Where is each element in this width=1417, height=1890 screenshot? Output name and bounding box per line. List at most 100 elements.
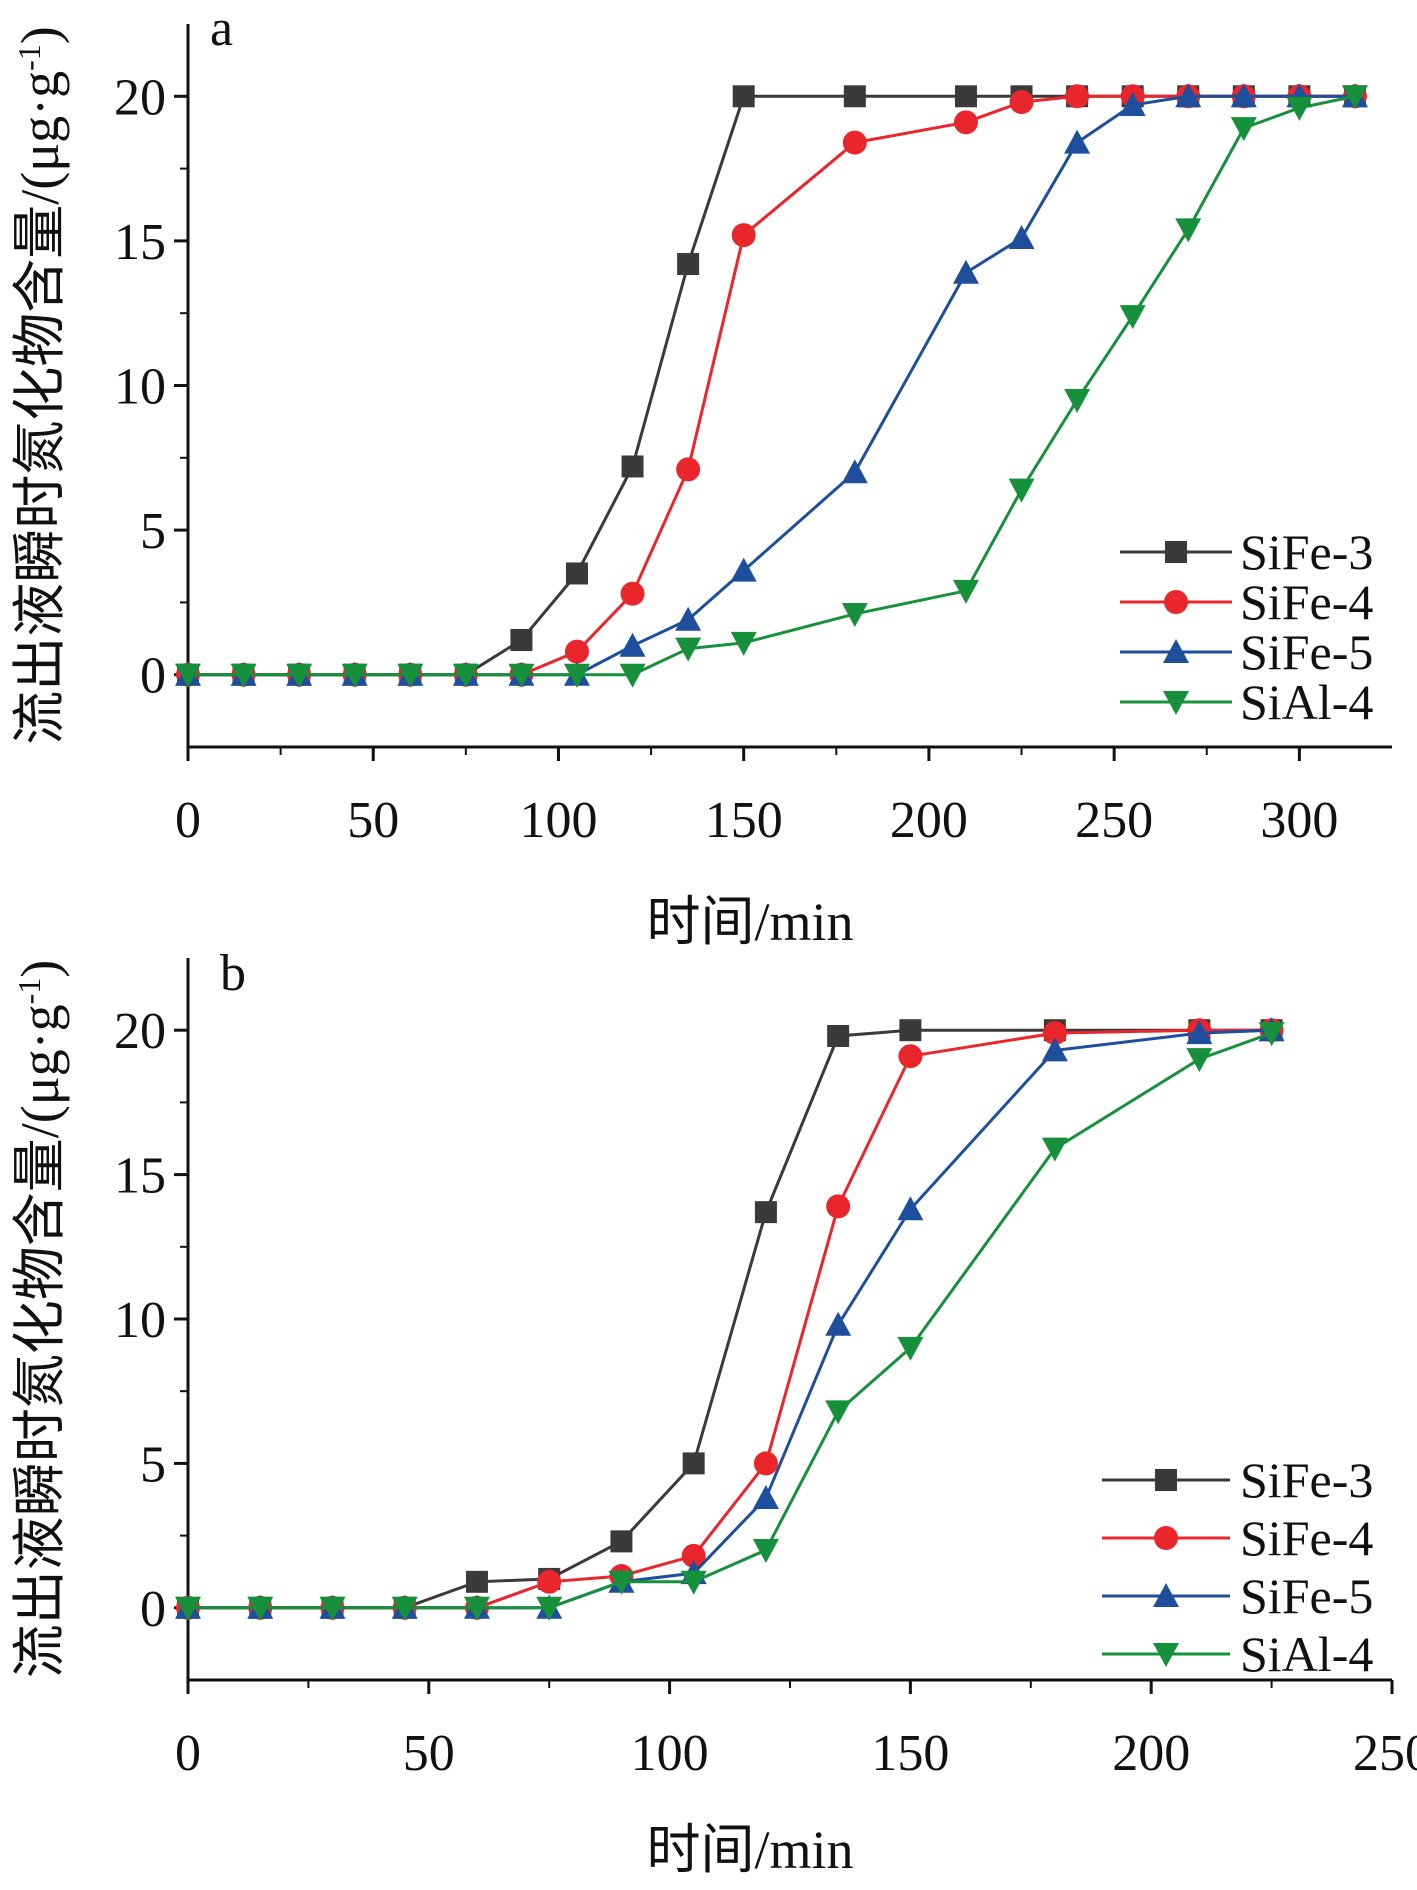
data-point-sial-4: [536, 1596, 563, 1621]
legend-label: SiAl-4: [1240, 674, 1373, 730]
x-tick-label: 150: [705, 792, 783, 849]
data-point-sife-5: [841, 459, 868, 484]
data-point-sial-4: [1341, 85, 1368, 110]
data-point-sife-3: [954, 85, 977, 108]
x-tick-label: 0: [175, 792, 201, 849]
data-point-sife-4: [842, 130, 867, 155]
data-point-sife-4: [753, 1451, 778, 1476]
data-point-sife-5: [825, 1311, 852, 1336]
y-tick-label: 20: [114, 69, 166, 126]
data-point-sial-4: [841, 602, 868, 627]
legend-label: SiFe-4: [1240, 1510, 1373, 1566]
x-axis-title: 时间/min: [646, 1820, 853, 1880]
data-point-sial-4: [1041, 1137, 1068, 1162]
data-point-sial-4: [175, 663, 201, 688]
data-point-sial-4: [319, 1596, 346, 1621]
series-line-sife-5: [188, 94, 1355, 677]
data-point-sife-4: [731, 223, 756, 248]
x-axis-title: 时间/min: [646, 892, 853, 952]
data-point-sife-4: [676, 457, 701, 482]
panel-label: b: [220, 945, 246, 1002]
y-tick-label: 15: [114, 1148, 166, 1205]
data-point-sife-3: [510, 628, 533, 651]
x-tick-label: 100: [519, 792, 597, 849]
legend-label: SiFe-5: [1240, 624, 1373, 680]
data-point-sial-4: [286, 663, 313, 688]
data-point-sife-3: [621, 455, 644, 478]
x-tick-label: 250: [1353, 1725, 1417, 1782]
data-point-sife-5: [1186, 1020, 1213, 1045]
data-point-sial-4: [341, 663, 368, 688]
series-line-sife-5: [188, 1028, 1272, 1610]
data-point-sife-5: [1008, 225, 1035, 250]
data-point-sife-5: [619, 632, 646, 657]
legend-label: SiFe-3: [1240, 524, 1373, 580]
data-point-sial-4: [391, 1596, 418, 1621]
data-point-sife-5: [1041, 1037, 1068, 1062]
data-point-sial-4: [619, 663, 646, 688]
data-point-sife-5: [752, 1485, 779, 1510]
data-point-sial-4: [730, 631, 757, 656]
data-point-sife-5: [952, 259, 979, 284]
data-point-sial-4: [752, 1539, 779, 1564]
data-point-sife-5: [1119, 91, 1146, 116]
data-point-sial-4: [608, 1570, 635, 1595]
data-point-sial-4: [463, 1596, 490, 1621]
data-point-sial-4: [680, 1570, 707, 1595]
data-point-sial-4: [397, 663, 424, 688]
data-point-sife-3: [565, 562, 588, 585]
data-point-sife-3: [754, 1201, 777, 1224]
x-tick-label: 300: [1260, 792, 1338, 849]
x-tick-label: 0: [175, 1725, 201, 1782]
data-point-sife-4: [826, 1194, 851, 1219]
data-point-sial-4: [230, 663, 257, 688]
data-point-sife-3: [677, 253, 700, 276]
data-point-sife-5: [1064, 129, 1091, 154]
y-axis-title: 流出液瞬时氮化物含量/(μg·g-1): [10, 960, 70, 1679]
series-line-sife-3: [188, 94, 1355, 677]
series-line-sife-4: [188, 1028, 1272, 1610]
y-tick-label: 0: [140, 1581, 166, 1638]
y-tick-label: 5: [140, 1436, 166, 1493]
data-point-sife-5: [1175, 83, 1202, 108]
data-point-sife-4: [681, 1543, 706, 1568]
legend-marker: [1153, 1583, 1179, 1607]
legend-label: SiFe-4: [1240, 574, 1373, 630]
data-point-sial-4: [1258, 1022, 1285, 1047]
data-point-sife-3: [899, 1019, 922, 1042]
data-point-sial-4: [825, 1400, 852, 1425]
y-tick-label: 20: [114, 1003, 166, 1060]
legend-marker: [1155, 1469, 1177, 1491]
data-point-sife-5: [675, 606, 702, 631]
data-point-sial-4: [1230, 117, 1257, 142]
data-point-sial-4: [675, 637, 702, 662]
data-point-sife-4: [1042, 1021, 1067, 1046]
data-point-sife-3: [827, 1024, 850, 1047]
legend-marker: [1163, 691, 1189, 715]
data-point-sife-3: [732, 85, 755, 108]
data-point-sial-4: [247, 1596, 274, 1621]
data-point-sife-4: [1065, 84, 1090, 109]
data-point-sife-4: [564, 639, 589, 664]
data-point-sife-3: [682, 1452, 705, 1475]
y-tick-label: 10: [114, 1292, 166, 1349]
data-point-sife-4: [898, 1044, 923, 1069]
series-line-sial-4: [188, 1031, 1273, 1610]
data-point-sial-4: [452, 663, 479, 688]
legend-marker: [1164, 590, 1188, 614]
y-tick-label: 0: [140, 648, 166, 705]
legend-label: SiAl-4: [1240, 1626, 1373, 1682]
data-point-sife-5: [730, 557, 757, 582]
data-point-sial-4: [175, 1596, 201, 1621]
data-point-sife-5: [897, 1196, 924, 1221]
panel-label: a: [210, 0, 233, 57]
x-tick-label: 50: [347, 792, 399, 849]
chart-panel-a: 0 50 100 150 200 250 300 0 5 10 15 20 a 时间/min 流出液瞬时氮化…: [10, 0, 1392, 952]
chart-panel-b: 0 50 100 150 200 250 0 5 10 15 20 b 时间/min 流出液瞬时氮化物含量…: [10, 945, 1417, 1880]
legend-label: SiFe-5: [1240, 1568, 1373, 1624]
legend-marker: [1163, 639, 1189, 663]
data-point-sife-3: [465, 1570, 488, 1593]
